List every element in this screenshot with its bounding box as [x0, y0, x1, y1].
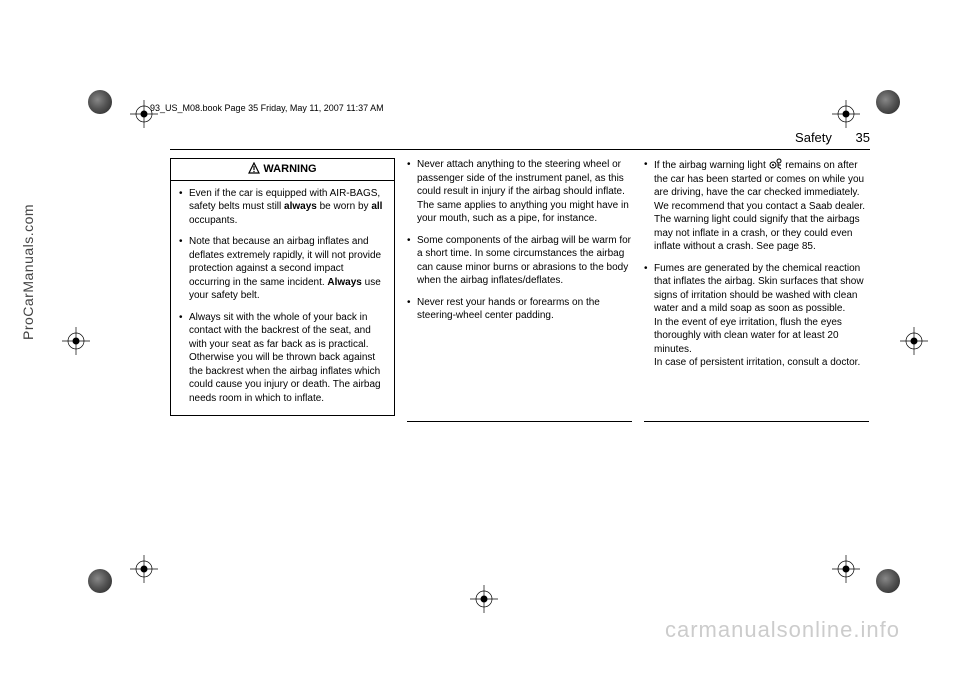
warning-triangle-icon	[248, 162, 260, 174]
warning-box: WARNING Even if the car is equipped with…	[170, 158, 395, 416]
dot-br	[876, 569, 900, 593]
dot-tl	[88, 90, 112, 114]
sidebar-site: ProCarManuals.com	[20, 204, 36, 340]
crosshair-mr	[900, 327, 928, 355]
columns: WARNING Even if the car is equipped with…	[170, 158, 870, 422]
col2-list: Never attach anything to the steering wh…	[407, 158, 632, 323]
crosshair-bl	[130, 555, 158, 583]
warning-list: Even if the car is equipped with AIR-BAG…	[179, 187, 386, 406]
crosshair-tr	[832, 100, 860, 128]
warning-body: Even if the car is equipped with AIR-BAG…	[171, 181, 394, 416]
warning-heading: WARNING	[171, 159, 394, 181]
column-3: If the airbag warning light remains on a…	[644, 158, 869, 422]
page-number: 35	[856, 130, 870, 145]
warning-item: Always sit with the whole of your back i…	[179, 311, 386, 406]
warning-label: WARNING	[263, 163, 316, 175]
col3-list: If the airbag warning light remains on a…	[644, 158, 869, 370]
page-root: 93_US_M08.book Page 35 Friday, May 11, 2…	[0, 0, 960, 678]
warning-item: Note that because an airbag inflates and…	[179, 235, 386, 303]
list-item: If the airbag warning light remains on a…	[644, 158, 869, 254]
airbag-warning-icon	[769, 158, 783, 170]
book-meta-line: 93_US_M08.book Page 35 Friday, May 11, 2…	[150, 103, 384, 113]
list-item: Some components of the airbag will be wa…	[407, 234, 632, 288]
page-header: Safety 35	[170, 130, 870, 150]
warning-item: Even if the car is equipped with AIR-BAG…	[179, 187, 386, 228]
column-1: WARNING Even if the car is equipped with…	[170, 158, 395, 422]
column-2: Never attach anything to the steering wh…	[407, 158, 632, 422]
crosshair-bc	[470, 585, 498, 613]
list-item: Never attach anything to the steering wh…	[407, 158, 632, 226]
watermark-text: carmanualsonline.info	[665, 617, 900, 643]
dot-tr	[876, 90, 900, 114]
list-item: Never rest your hands or forearms on the…	[407, 296, 632, 323]
dot-bl	[88, 569, 112, 593]
crosshair-ml	[62, 327, 90, 355]
crosshair-br	[832, 555, 860, 583]
content-area: Safety 35 WARNING Even if the car is equ…	[170, 130, 870, 422]
list-item: Fumes are generated by the chemical reac…	[644, 262, 869, 370]
section-title: Safety	[795, 130, 832, 145]
